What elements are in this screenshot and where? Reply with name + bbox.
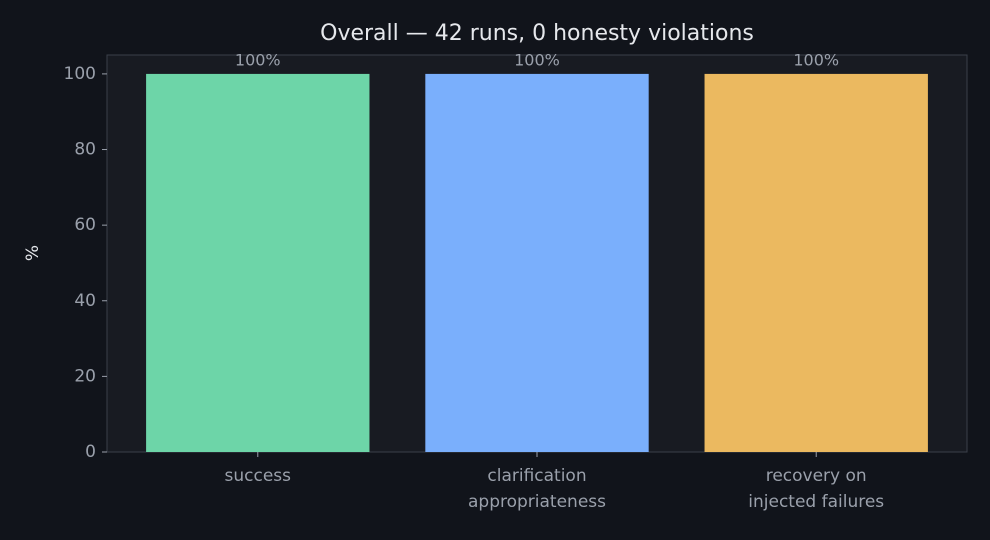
x-tick-label: clarification appropriateness [468, 466, 606, 512]
value-label: 100% [514, 50, 560, 69]
chart-title: Overall — 42 runs, 0 honesty violations [320, 21, 754, 46]
bar [704, 73, 928, 453]
x-tick-label: success [225, 466, 292, 486]
y-tick-label: 80 [74, 140, 96, 160]
bar [146, 73, 370, 453]
y-tick-label: 100 [64, 64, 96, 84]
y-axis-label: % [23, 245, 43, 261]
bar [425, 73, 649, 453]
y-tick-label: 60 [74, 215, 96, 235]
y-tick-label: 0 [85, 442, 96, 462]
y-tick-label: 20 [74, 366, 96, 386]
value-label: 100% [235, 50, 281, 69]
x-tick-label: recovery on injected failures [748, 466, 884, 512]
y-tick-label: 40 [74, 291, 96, 311]
value-label: 100% [793, 50, 839, 69]
